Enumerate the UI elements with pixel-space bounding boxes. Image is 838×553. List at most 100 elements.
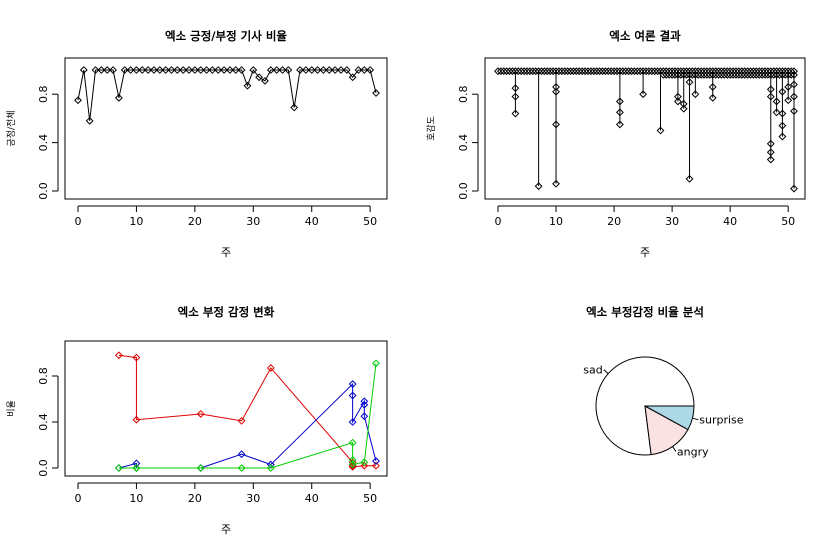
top-point [604, 67, 613, 76]
top-point [540, 67, 549, 76]
series-1-point [313, 66, 322, 74]
low-point [790, 184, 798, 193]
series-1-point [354, 66, 363, 74]
y-axis-label: 비율 [6, 400, 17, 417]
series-1-point [360, 461, 369, 470]
series-1-point [85, 116, 94, 125]
x-tick-label: 50 [781, 215, 795, 228]
top-point [572, 67, 581, 76]
top-point [636, 67, 645, 76]
series-1-point [74, 96, 82, 105]
y-tick-label: 0.0 [37, 182, 50, 200]
x-tick-label: 40 [305, 492, 319, 505]
chart-title: 엑소 긍정/부정 기사 비율 [165, 29, 287, 43]
series-1-point [126, 66, 135, 74]
x-tick-label: 10 [549, 215, 563, 228]
series-1-point [342, 66, 351, 74]
low-point [790, 107, 798, 116]
x-tick-label: 20 [607, 215, 621, 228]
low-point [708, 83, 717, 91]
top-point [531, 67, 540, 76]
top-point [575, 67, 584, 76]
y-tick-label: 0.8 [37, 367, 50, 385]
top-point [624, 67, 633, 76]
low-point [674, 97, 682, 106]
low-point [784, 83, 793, 91]
series-2-point [360, 400, 369, 409]
series-3-point [237, 464, 246, 472]
low-point [790, 80, 798, 89]
top-point [523, 67, 531, 76]
series-2-point [348, 380, 357, 388]
series-1-point [231, 66, 240, 74]
series-1-point [202, 66, 211, 74]
low-point [766, 155, 775, 164]
top-point [650, 67, 659, 76]
series-1-point [226, 66, 234, 74]
x-tick-label: 20 [188, 492, 202, 505]
low-point [766, 92, 775, 101]
series-1-point [132, 415, 141, 424]
top-point [647, 67, 656, 76]
series-3-point [348, 456, 357, 464]
series-1-point [372, 461, 380, 470]
top-point [618, 67, 627, 76]
low-point [772, 97, 781, 106]
series-1-point [237, 416, 246, 425]
y-tick-label: 0.4 [37, 134, 50, 152]
series-1-point [179, 66, 188, 74]
series-1-point [261, 76, 269, 85]
low-point [766, 85, 775, 94]
top-point [526, 67, 534, 76]
pie-label: sad [583, 364, 602, 377]
series-1-point [284, 66, 293, 74]
low-point [552, 179, 560, 188]
x-tick-label: 50 [363, 215, 377, 228]
series-1-point [372, 89, 380, 97]
series-1-point [132, 66, 141, 74]
series-1-point [173, 66, 182, 74]
top-point [633, 67, 642, 76]
top-point [499, 67, 508, 76]
series-1-point [79, 66, 88, 74]
x-tick-label: 0 [75, 492, 82, 505]
series-1-point [132, 353, 141, 362]
series-3-point [372, 359, 380, 368]
series-1-point [97, 66, 106, 74]
top-point [607, 67, 616, 76]
series-1-point [337, 66, 345, 74]
series-1-point [109, 66, 117, 74]
plot-frame [64, 57, 388, 200]
top-point [520, 67, 529, 76]
plot-frame [64, 340, 388, 477]
low-point [511, 84, 520, 93]
low-point [778, 121, 787, 130]
series-1-point [296, 66, 304, 74]
panel-4: 엑소 부정감정 비율 분석 sad angry surprise [583, 305, 744, 458]
series-1-point [150, 66, 158, 74]
y-axis-label: 호감도 [425, 116, 437, 141]
series-1-point [208, 66, 217, 74]
low-point [615, 97, 624, 106]
pie-label-leader [692, 417, 699, 421]
low-point [552, 83, 560, 91]
series-2-point [360, 412, 369, 421]
top-point [595, 67, 604, 76]
low-point [615, 120, 624, 129]
top-point [586, 67, 595, 76]
low-point [772, 108, 781, 117]
panel-3: 엑소 부정 감정 변화주 비율 0 10 20 30 40 50 0.0 0.4 0.8 [6, 305, 388, 536]
top-point [584, 67, 592, 76]
series-1-point [103, 66, 112, 74]
low-point [778, 109, 787, 118]
series-1-point [249, 66, 258, 74]
low-point [766, 148, 775, 157]
series-1-point [290, 103, 299, 112]
x-tick-label: 40 [305, 215, 319, 228]
series-2-point [348, 418, 357, 426]
top-point [621, 67, 630, 76]
chart-title: 엑소 부정감정 비율 분석 [586, 305, 704, 319]
top-point [557, 67, 566, 76]
top-point [546, 67, 555, 76]
